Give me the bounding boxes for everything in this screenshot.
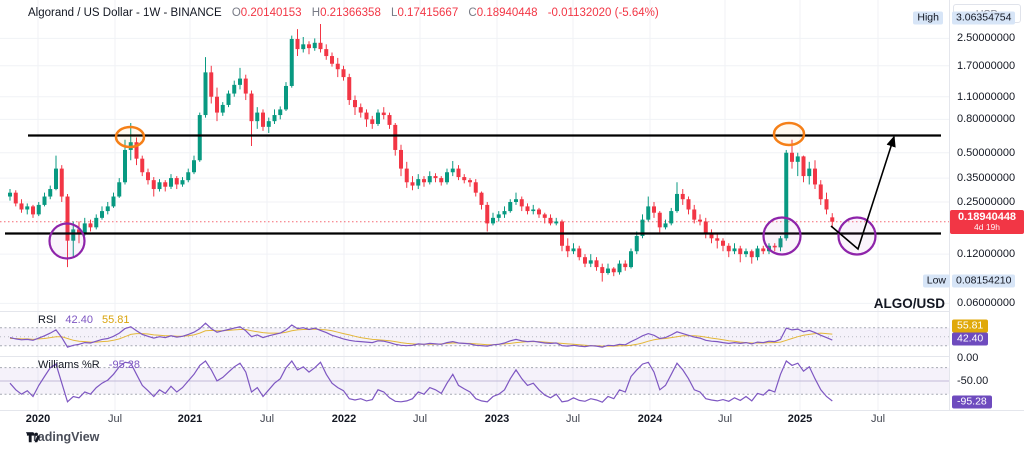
close-label: C — [468, 7, 477, 19]
williams-name: Williams %R — [38, 359, 100, 371]
projection-arrow[interactable] — [830, 135, 896, 251]
williams-zero-label: 0.00 — [957, 352, 979, 364]
price-tick-label: 0.12000000 — [957, 248, 1016, 261]
high-label: H — [311, 7, 321, 19]
candles — [8, 23, 835, 282]
rsi-status-row[interactable]: RSI 42.40 55.81 — [38, 314, 130, 326]
purple-circle-1[interactable] — [48, 222, 86, 260]
williams-status-row[interactable]: Williams %R -95.28 — [38, 359, 140, 371]
tradingview-logo-text: TradingView — [26, 430, 100, 444]
price-tick-label: 0.80000000 — [957, 113, 1016, 126]
low-value: 0.17415667 — [397, 7, 459, 19]
time-axis-label: Jul — [259, 413, 275, 425]
tradingview-logo-icon — [26, 432, 41, 443]
level-lines[interactable] — [5, 134, 941, 235]
time-axis-label: 2023 — [484, 413, 510, 425]
tradingview-logo[interactable]: TradingView — [26, 430, 99, 444]
low-price-value: 0.08154210 — [952, 274, 1016, 288]
last-price-badge: 0.18940448 4d 19h — [950, 210, 1024, 234]
williams-value: -95.28 — [108, 359, 140, 371]
last-price-value: 0.18940448 — [957, 211, 1017, 223]
purple-circle-3[interactable] — [837, 216, 877, 256]
time-axis-label: 2020 — [25, 413, 51, 425]
open-value: 0.20140153 — [240, 7, 302, 19]
time-axis-label: Jul — [565, 413, 581, 425]
time-axis-border — [0, 410, 1024, 411]
high-value: 0.21366358 — [320, 7, 381, 19]
rsi-plot — [9, 322, 833, 348]
time-axis-label: Jul — [717, 413, 733, 425]
price-tick-label: 0.25000000 — [957, 195, 1016, 208]
drawings[interactable] — [48, 121, 896, 260]
price-tick-label: 1.10000000 — [957, 90, 1016, 103]
williams-badge: -95.28 — [952, 395, 992, 409]
symbol-title[interactable]: Algorand / US Dollar - 1W - BINANCE — [28, 7, 222, 19]
williams-mid-label: -50.00 — [957, 375, 989, 387]
orange-ellipse-1[interactable] — [114, 125, 146, 149]
rsi-value: 42.40 — [65, 314, 93, 326]
price-tick-label: 0.06000000 — [957, 297, 1016, 310]
price-axis-border — [949, 0, 950, 410]
rsi-ma-badge: 55.81 — [952, 319, 989, 333]
time-axis-label: 2024 — [637, 413, 663, 425]
low-price-label: Low — [922, 274, 950, 288]
rsi-ma-value: 55.81 — [102, 314, 130, 326]
rsi-badge: 42.40 — [952, 332, 989, 346]
time-axis-label: Jul — [107, 413, 123, 425]
grid — [0, 0, 949, 410]
purple-circle-2[interactable] — [762, 216, 802, 256]
time-axis-label: Jul — [412, 413, 428, 425]
high-price-label: High — [913, 11, 943, 25]
close-value: 0.18940448 — [476, 7, 538, 19]
price-tick-label: 0.35000000 — [957, 172, 1016, 185]
williams-plot — [9, 360, 833, 403]
pane-separator-rsi[interactable] — [0, 311, 949, 312]
price-tick-label: 1.70000000 — [957, 59, 1016, 72]
orange-ellipse-2[interactable] — [772, 121, 806, 147]
symbol-watermark: ALGO/USD — [873, 296, 945, 311]
rsi-name: RSI — [38, 314, 57, 326]
pane-separator-williams[interactable] — [0, 356, 949, 357]
time-axis-label: 2025 — [787, 413, 813, 425]
high-price-value: 3.06354754 — [952, 11, 1016, 25]
indicator-bands — [0, 327, 949, 395]
time-axis-label: 2021 — [177, 413, 203, 425]
low-label: L — [391, 7, 398, 19]
bar-countdown: 4d 19h — [974, 222, 1000, 232]
time-axis-label: Jul — [870, 413, 886, 425]
symbol-legend[interactable]: Algorand / US Dollar - 1W - BINANCE O0.2… — [28, 7, 659, 19]
change-value: -0.01132020 (-5.64%) — [547, 7, 659, 19]
price-tick-label: 2.50000000 — [957, 32, 1016, 45]
price-tick-label: 0.50000000 — [957, 146, 1016, 159]
time-axis-label: 2022 — [331, 413, 357, 425]
open-label: O — [231, 7, 241, 19]
